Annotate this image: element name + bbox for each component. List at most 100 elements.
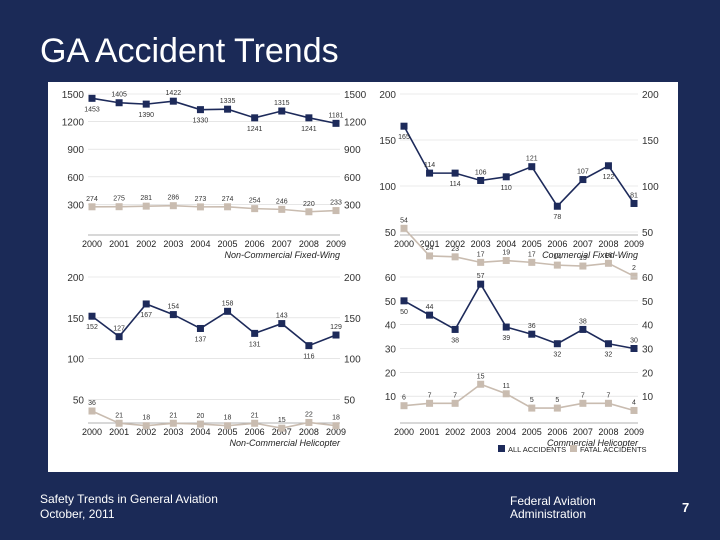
data-label: 18	[142, 415, 150, 422]
data-label: 137	[195, 336, 207, 343]
data-label: 7	[606, 392, 610, 399]
data-point	[305, 418, 313, 426]
x-tick-label: 2006	[245, 239, 265, 249]
x-tick-label: 2002	[136, 239, 156, 249]
data-label: 17	[477, 251, 485, 258]
x-tick-label: 2001	[420, 239, 440, 249]
org-line1: Federal Aviation	[510, 494, 596, 508]
data-label: 32	[553, 352, 561, 359]
data-label: 1422	[166, 90, 182, 97]
y-tick-label: 200	[379, 90, 396, 101]
data-label: 24	[426, 245, 434, 252]
data-point	[426, 169, 434, 177]
y-tick-label-right: 10	[642, 392, 654, 403]
data-label: 131	[249, 341, 261, 348]
data-label: 1330	[193, 118, 209, 125]
y-tick-label: 50	[73, 396, 85, 407]
series-line-all	[91, 97, 337, 125]
x-tick-label: 2009	[624, 427, 644, 437]
data-label: 274	[222, 196, 234, 203]
data-point	[251, 114, 259, 122]
data-point	[553, 404, 561, 412]
data-label: 15	[278, 417, 286, 424]
data-point	[88, 312, 96, 320]
y-tick-label-right: 1500	[344, 90, 367, 101]
series-line-all	[403, 125, 635, 208]
y-tick-label: 60	[385, 273, 397, 284]
x-tick-label: 2007	[272, 239, 292, 249]
x-tick-label: 2004	[496, 239, 516, 249]
x-tick-label: 2008	[299, 427, 319, 437]
data-label: 1453	[84, 106, 100, 113]
data-point	[528, 404, 536, 412]
y-tick-label: 10	[385, 392, 397, 403]
data-point	[400, 122, 408, 130]
data-label: 13	[579, 255, 587, 262]
x-tick-label: 2003	[471, 239, 491, 249]
data-label: 36	[88, 400, 96, 407]
data-point	[332, 422, 340, 430]
legend-swatch-fatal	[570, 445, 577, 452]
data-label: 7	[428, 392, 432, 399]
data-label: 106	[475, 169, 487, 176]
x-tick-label: 2004	[190, 427, 210, 437]
data-label: 21	[251, 412, 259, 419]
data-label: 165	[398, 134, 410, 141]
data-point	[451, 253, 459, 261]
data-label: 167	[140, 312, 152, 319]
data-point	[528, 258, 536, 266]
data-point	[477, 280, 485, 288]
x-tick-label: 2000	[394, 427, 414, 437]
chart-title: Non-Commercial Fixed-Wing	[225, 250, 340, 260]
chart-title: Commercial Helicopter	[547, 438, 639, 448]
org-line2: Administration	[510, 507, 587, 521]
data-point	[278, 107, 286, 115]
y-tick-label-right: 200	[344, 273, 361, 284]
x-tick-label: 2005	[218, 239, 238, 249]
data-point	[630, 199, 638, 207]
x-tick-label: 2007	[573, 239, 593, 249]
y-tick-label-right: 20	[642, 368, 654, 379]
y-tick-label-right: 100	[344, 355, 361, 366]
data-point	[115, 99, 123, 107]
data-point	[553, 340, 561, 348]
data-label: 21	[115, 412, 123, 419]
data-label: 1241	[301, 126, 317, 133]
x-tick-label: 2008	[299, 239, 319, 249]
data-label: 5	[555, 397, 559, 404]
data-label: 121	[526, 156, 538, 163]
footer-org: Federal Aviation Administration	[510, 495, 596, 521]
y-tick-label: 30	[385, 345, 397, 356]
x-tick-label: 2008	[598, 239, 618, 249]
legend-label-fatal: FATAL ACCIDENTS	[580, 445, 647, 454]
x-tick-label: 2004	[496, 427, 516, 437]
x-tick-label: 2009	[326, 239, 346, 249]
footer-title: Safety Trends in General Aviation	[40, 492, 218, 506]
data-label: 1335	[220, 98, 236, 105]
data-point	[502, 323, 510, 331]
data-label: 1405	[111, 92, 127, 99]
data-label: 7	[581, 392, 585, 399]
data-label: 30	[630, 338, 638, 345]
data-label: 1390	[138, 112, 154, 119]
data-point	[142, 202, 150, 210]
y-tick-label-right: 1200	[344, 118, 367, 129]
x-tick-label: 2000	[82, 239, 102, 249]
data-point	[224, 307, 232, 315]
chart-0: 300 300 600 600 900 900 1200 1200 1500 1500 2000 20…	[62, 90, 367, 260]
data-point	[604, 340, 612, 348]
data-label: 1315	[274, 100, 290, 107]
data-point	[196, 420, 204, 428]
data-label: 7	[453, 392, 457, 399]
y-tick-label-right: 100	[642, 182, 659, 193]
data-point	[142, 422, 150, 430]
data-label: 6	[402, 395, 406, 402]
y-tick-label-right: 50	[344, 396, 356, 407]
data-point	[451, 325, 459, 333]
data-point	[630, 406, 638, 414]
data-point	[630, 345, 638, 352]
data-label: 38	[451, 337, 459, 344]
data-point	[196, 106, 204, 114]
data-point	[579, 262, 587, 270]
